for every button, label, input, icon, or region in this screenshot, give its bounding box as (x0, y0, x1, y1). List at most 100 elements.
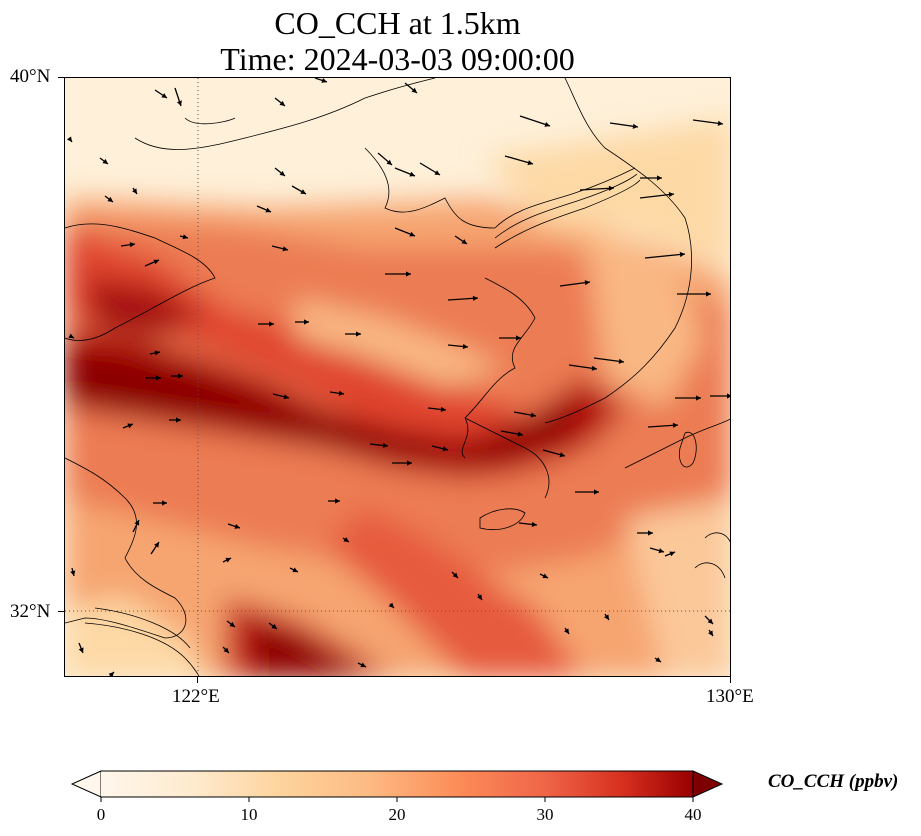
wind-arrow-head (265, 207, 271, 213)
wind-arrow-head (727, 393, 730, 399)
colorbar-label: CO_CCH (ppbv) (768, 771, 899, 792)
wind-arrow-head (707, 618, 713, 624)
wind-arrow-head (632, 123, 638, 129)
lon-label-130e: 130°E (706, 686, 754, 707)
wind-arrow (692, 119, 724, 125)
lat-label-40n: 40°N (10, 66, 51, 87)
wind-arrow-head (594, 489, 599, 495)
wind-arrow-head (461, 239, 467, 244)
wind-arrow-head (696, 395, 701, 401)
wind-arrow-head (108, 672, 114, 676)
wind-arrow-head (154, 542, 159, 548)
wind-arrow-head (360, 662, 366, 668)
wind-arrow-head (162, 500, 167, 506)
wind-vectors (66, 78, 730, 676)
wind-arrow-head (176, 417, 181, 423)
wind-arrow-head (176, 100, 182, 106)
wind-arrow-head (462, 343, 468, 350)
wind-arrow-head (271, 623, 277, 629)
wind-arrow (593, 357, 625, 363)
wind-arrow-head (542, 573, 548, 579)
wind-arrow-head (477, 594, 482, 600)
wind-arrow (559, 281, 591, 287)
colorbar-tick-10: 10 (240, 805, 258, 824)
wind-arrow-head (102, 158, 108, 164)
wind-arrow-head (618, 358, 624, 364)
wind-arrow-head (527, 160, 533, 166)
map-canvas (65, 78, 730, 676)
wind-arrow-head (386, 159, 392, 165)
tick-130e (730, 677, 731, 683)
wind-arrow (447, 297, 479, 301)
wind-arrow-head (717, 120, 723, 126)
wind-arrow-head (672, 422, 678, 428)
wind-arrow-head (229, 621, 235, 627)
wind-arrow-head (452, 572, 458, 578)
colorbar-tick-0: 0 (96, 805, 106, 824)
wind-arrow-head (517, 431, 523, 437)
colorbar-gradient (101, 771, 693, 797)
wind-arrow-head (321, 78, 327, 83)
wind-arrow-head (706, 291, 711, 297)
wind-arrow-head (669, 551, 675, 557)
wind-arrow-head (225, 557, 231, 563)
wind-arrow-head (127, 423, 133, 429)
wind-arrow-head (679, 251, 685, 258)
wind-arrow-head (407, 460, 412, 466)
wind-arrow-head (530, 412, 536, 418)
wind-arrow-head (304, 319, 309, 325)
lat-label-32n: 32°N (10, 601, 51, 622)
wind-arrow-head (182, 234, 188, 240)
wind-arrow-head (472, 295, 478, 301)
wind-arrow-head (655, 657, 661, 662)
wind-arrow-head (178, 373, 183, 379)
wind-arrow-head (300, 189, 306, 194)
wind-arrow-head (269, 321, 274, 327)
wind-arrow-head (234, 523, 240, 529)
wind-arrow-head (442, 446, 448, 452)
wind-arrow (644, 253, 686, 259)
wind-arrow-head (544, 121, 550, 127)
wind-arrow-head (129, 242, 135, 248)
wind-arrow-head (406, 271, 411, 277)
wind-arrow-head (658, 548, 664, 554)
wind-arrow-head (335, 498, 340, 504)
colorbar-tick-40: 40 (684, 805, 702, 824)
wind-arrow-head (559, 452, 565, 458)
coastlines (65, 78, 730, 676)
wind-arrow-head (107, 196, 113, 202)
wind-arrow-head (584, 280, 590, 286)
wind-arrow-head (356, 331, 361, 337)
wind-arrow-head (153, 259, 159, 265)
wind-arrow-head (70, 570, 76, 576)
colorbar-ticks (100, 797, 694, 802)
concentration-field (65, 118, 730, 676)
wind-arrow-head (434, 170, 440, 175)
wind-arrow (647, 424, 679, 428)
wind-arrow-head (292, 567, 298, 573)
colorbar-over-extension (692, 770, 724, 798)
wind-arrow-head (382, 442, 388, 449)
tick-122e (197, 677, 198, 683)
wind-arrow-head (68, 333, 74, 339)
wind-arrow-head (648, 530, 653, 536)
wind-arrow-head (279, 170, 285, 176)
wind-arrow-head (282, 246, 288, 252)
wind-arrow-head (156, 375, 161, 381)
colorbar-tick-30: 30 (536, 805, 554, 824)
wind-arrow (579, 187, 615, 191)
map-panel (64, 77, 731, 677)
wind-arrow-head (440, 406, 446, 413)
colorbar-under-extension (70, 770, 102, 798)
lon-label-122e: 122°E (172, 686, 220, 707)
wind-arrow-head (411, 87, 417, 93)
wind-arrow-head (668, 192, 674, 198)
wind-arrow-head (78, 647, 84, 653)
wind-arrow-head (388, 602, 394, 608)
map-title: CO_CCH at 1.5km (274, 5, 521, 41)
wind-arrow-head (154, 350, 160, 356)
wind-arrow-head (66, 136, 72, 142)
wind-arrow-head (516, 335, 521, 341)
wind-arrow-head (409, 231, 415, 237)
wind-arrow-head (223, 647, 229, 653)
